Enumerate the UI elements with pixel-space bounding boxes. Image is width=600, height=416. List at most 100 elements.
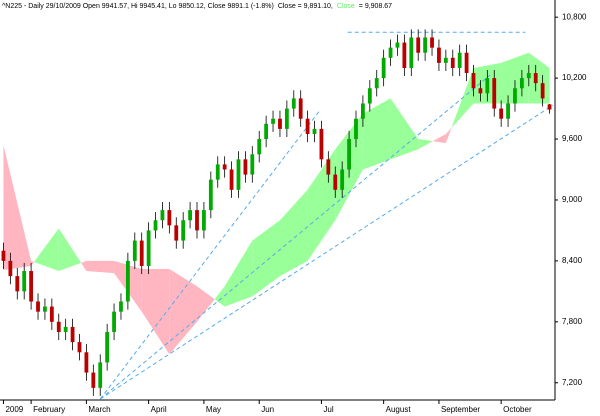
candle-body (540, 83, 545, 99)
candle-body (340, 169, 345, 190)
cloud-segment (31, 260, 35, 266)
trend-line (99, 74, 491, 400)
candle-body (526, 73, 531, 79)
candle-body (36, 301, 40, 312)
candle-layer (1, 29, 552, 396)
candle-body (49, 306, 54, 322)
cloud-segment (252, 220, 280, 297)
candle-body (132, 240, 137, 261)
candle-body (381, 57, 386, 79)
candle-body (119, 301, 123, 312)
candle-body (374, 78, 379, 89)
candle-body (146, 230, 151, 266)
x-tick-label: October (503, 405, 532, 414)
candle-body (367, 88, 372, 104)
candle-body (105, 331, 110, 363)
axis-layer: 7,200 7,800 8,400 9,000 9,600 10,200 10,800 200… (0, 0, 587, 414)
candle-body (202, 210, 206, 231)
cloud-segment (34, 228, 59, 272)
candle-body (506, 103, 510, 119)
x-tick-label: 2009 (5, 405, 23, 414)
candle-body (91, 372, 96, 388)
y-tick-label: 9,000 (562, 195, 583, 204)
candle-body (167, 210, 172, 226)
candle-body (125, 260, 130, 302)
cloud-segment (432, 133, 446, 144)
candle-body (29, 271, 34, 302)
cloud-segment (3, 145, 32, 271)
candle-body (22, 271, 27, 292)
cloud-segment (197, 286, 215, 322)
cloud-segment (214, 286, 225, 307)
candle-body (450, 57, 455, 68)
candle-body (257, 139, 262, 155)
candle-body (181, 220, 186, 241)
cloud-segment (362, 98, 391, 170)
candle-body (222, 164, 227, 170)
candle-body (63, 326, 68, 332)
candle-body (174, 225, 179, 241)
candle-body (84, 352, 89, 373)
legend-text: = 9,908.67 (359, 3, 392, 10)
x-tick-label: April (151, 405, 167, 414)
candle-body (437, 47, 441, 63)
chart-title: ^N225 - Daily 29/10/2009 Open 9941.57, H… (2, 3, 392, 10)
cloud-segment (445, 127, 452, 144)
candle-body (188, 210, 192, 221)
candle-body (153, 220, 158, 231)
candle-body (533, 73, 538, 84)
candle-body (402, 42, 407, 68)
x-tick-label: August (386, 405, 412, 414)
candle-body (395, 42, 400, 48)
candle-body (291, 98, 296, 109)
candle-body (499, 108, 504, 119)
candle-body (8, 260, 13, 277)
candle-body (361, 103, 365, 119)
candle-body (15, 276, 20, 292)
candle-body (284, 108, 289, 129)
candle-body (519, 78, 524, 89)
candle-body (478, 88, 483, 94)
legend-text: Close = 9,891.10, (278, 3, 333, 10)
cloud-segment (169, 269, 198, 355)
candle-body (112, 311, 116, 332)
x-tick-label: February (33, 405, 65, 414)
candle-body (264, 123, 269, 140)
candle-body (236, 159, 241, 190)
legend-text: Close (337, 3, 355, 10)
candle-body (485, 78, 490, 94)
y-tick-label: 7,800 (562, 317, 583, 326)
candle-body (298, 98, 303, 119)
candle-body (423, 37, 428, 53)
candle-body (416, 37, 421, 53)
cloud-segment (86, 260, 115, 274)
candle-body (215, 164, 220, 180)
candle-body (208, 179, 213, 211)
candle-body (229, 169, 234, 190)
x-tick-label: Jun (261, 405, 274, 414)
candle-body (443, 57, 448, 63)
cloud-segment (279, 189, 308, 277)
y-tick-label: 8,400 (562, 256, 583, 265)
candle-body (319, 128, 324, 160)
candle-body (271, 118, 275, 124)
candle-body (195, 210, 199, 231)
candle-body (388, 47, 393, 58)
candle-body (471, 73, 476, 89)
title-text: ^N225 - Daily 29/10/2009 Open 9941.57, H… (2, 3, 274, 10)
cloud-segment (390, 98, 419, 160)
candle-body (70, 326, 75, 343)
candle-body (160, 210, 165, 221)
candle-body (139, 240, 144, 266)
x-tick-label: May (206, 405, 221, 414)
candle-body (354, 118, 358, 140)
y-tick-label: 10,200 (562, 73, 587, 82)
y-tick-label: 7,200 (562, 378, 583, 387)
trend-line (99, 104, 554, 400)
candle-body (326, 159, 331, 175)
candle-body (492, 78, 497, 109)
candle-body (312, 128, 317, 134)
candle-body (457, 52, 462, 68)
cloud-segment (58, 228, 82, 272)
